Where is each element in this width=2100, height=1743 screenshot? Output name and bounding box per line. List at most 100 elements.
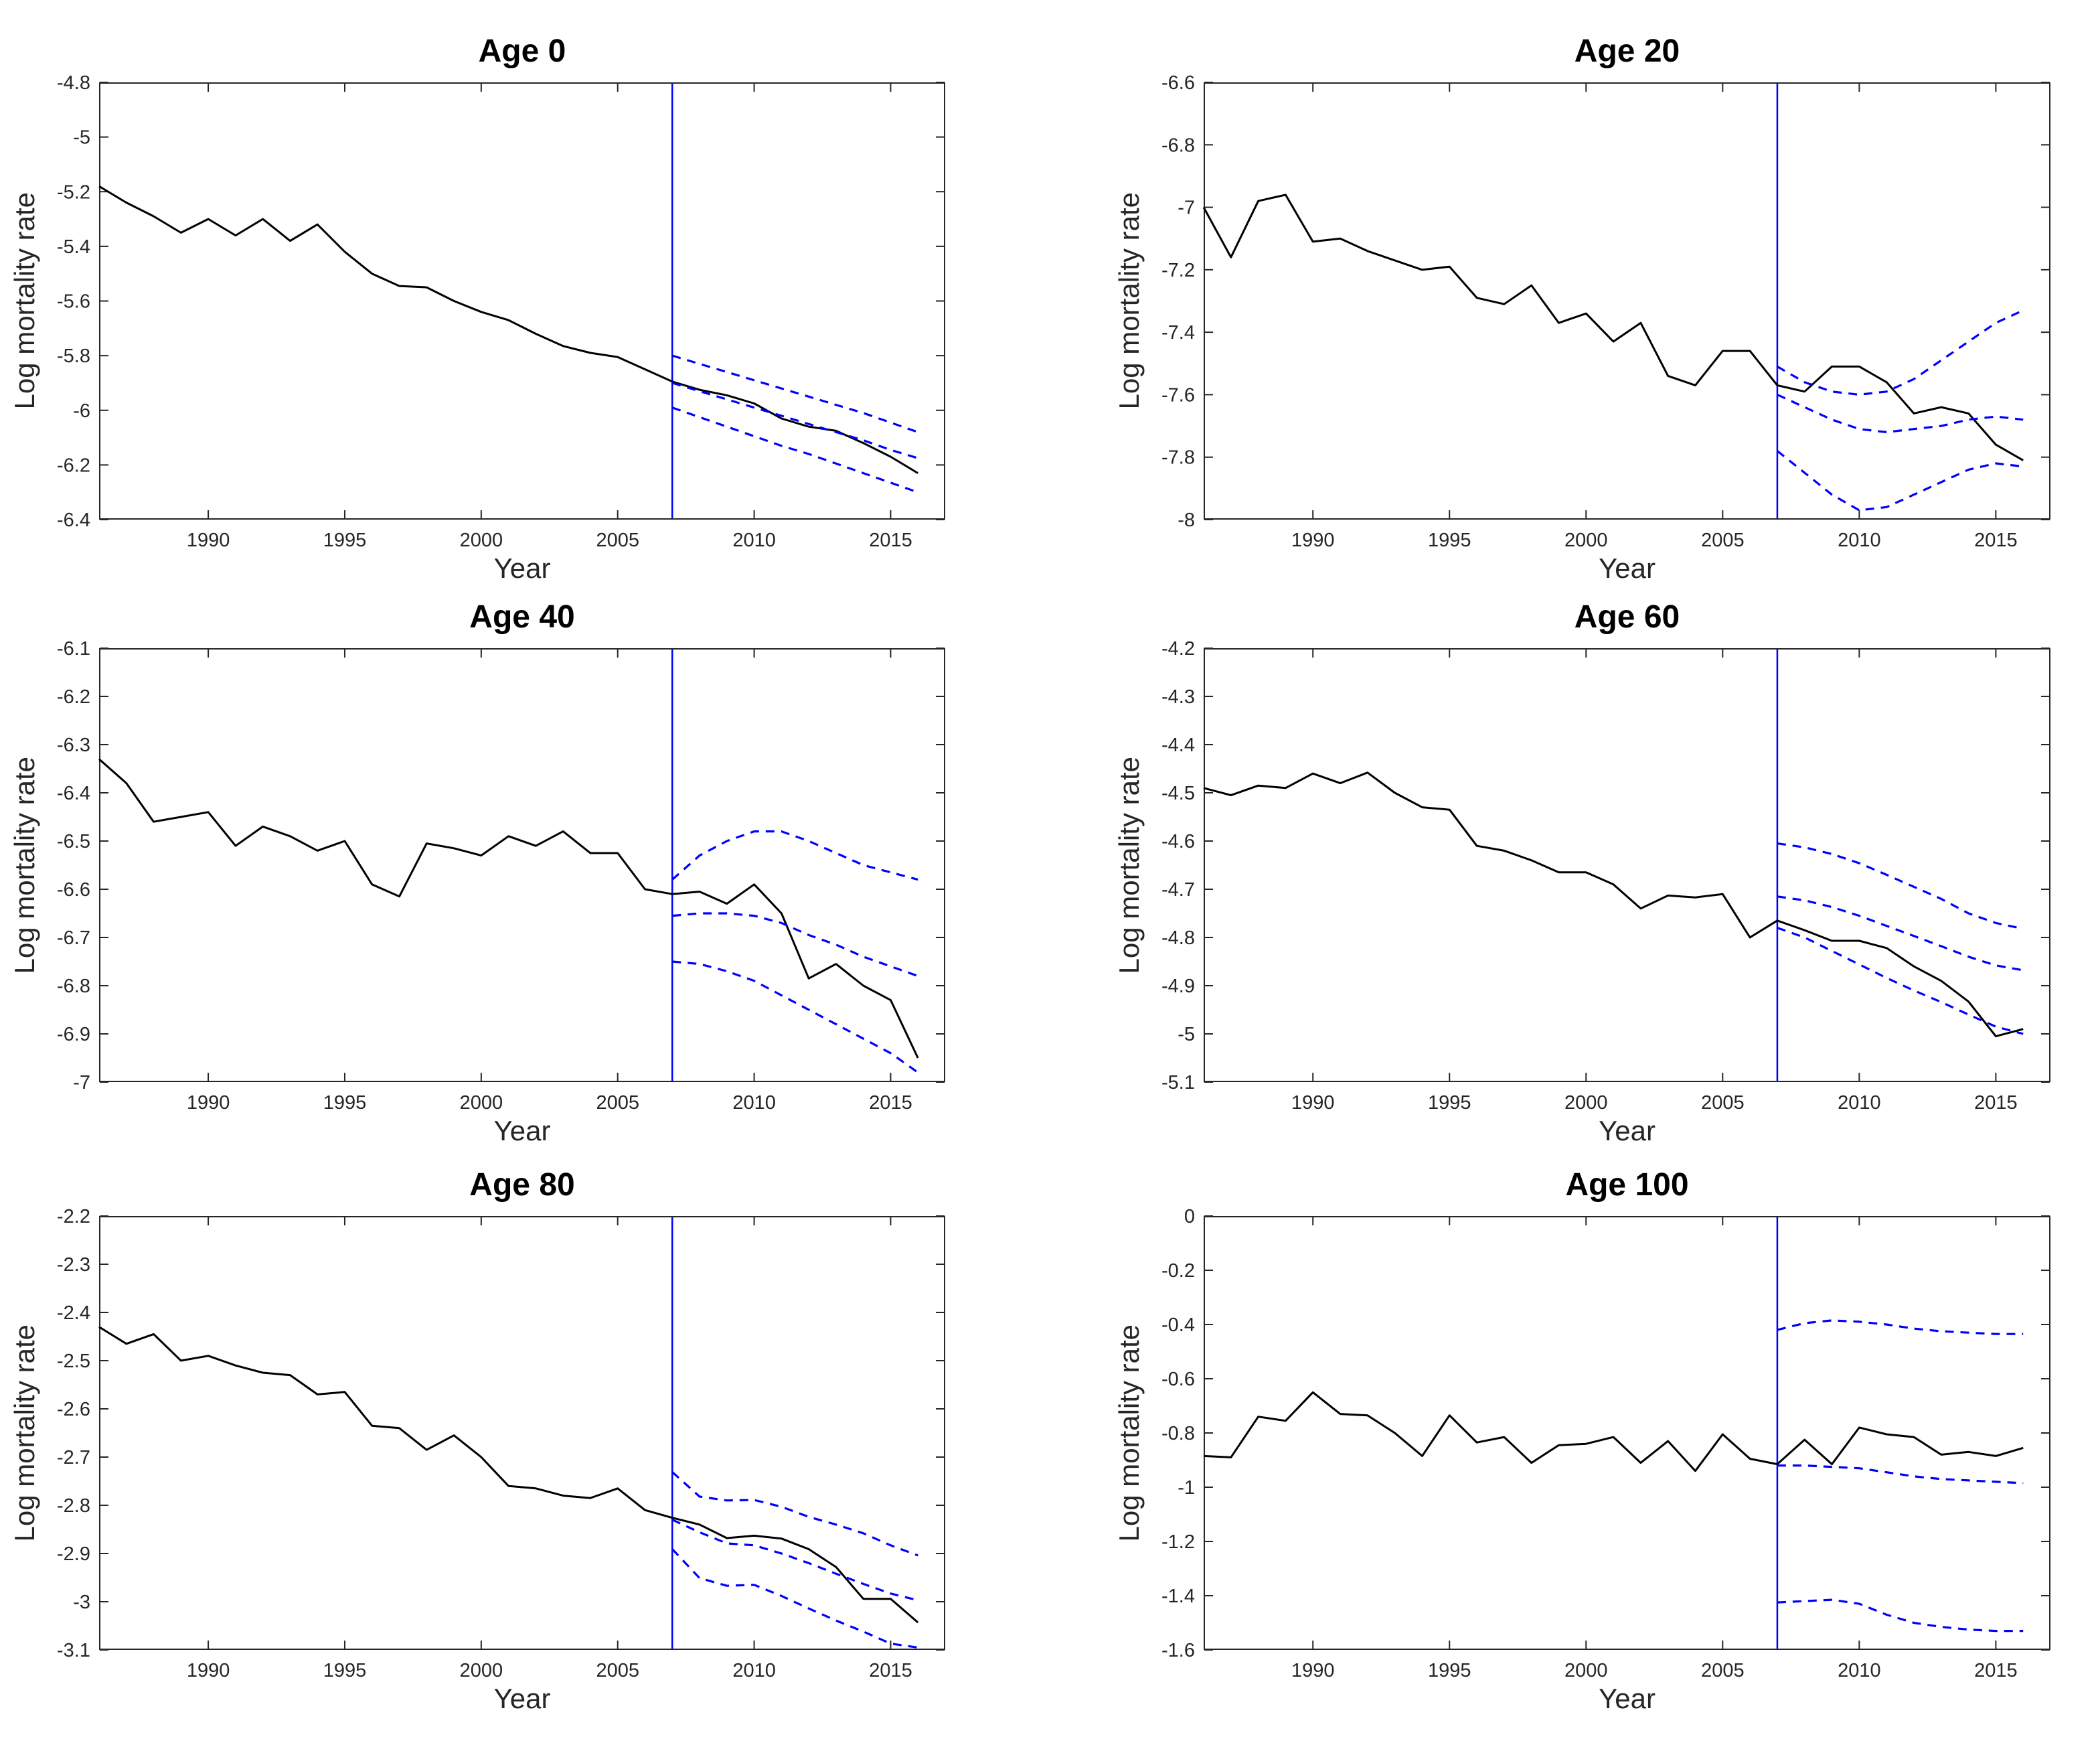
x-tick-label: 2005 (596, 1660, 639, 1681)
y-axis-label-container: Log mortality rate (1111, 1216, 1147, 1650)
y-tick-label: -1.2 (1161, 1531, 1195, 1553)
forecast-central-line (1777, 1464, 2024, 1485)
forecast-central-line (671, 382, 918, 459)
y-axis-label: Log mortality rate (9, 1324, 40, 1542)
subplot-age-80: Age 80 Log mortality rate 1990 1995 2000 20… (9, 1169, 945, 1713)
x-tick-label: 1995 (323, 1092, 367, 1114)
plot-area: 1990 1995 2000 2005 2010 2015 -5.1 -5 -4.9 -4.8 -4… (1161, 638, 2050, 1114)
y-tick-label: -1.4 (1161, 1586, 1195, 1607)
y-tick-label: -7 (73, 1072, 90, 1093)
x-tick-label: 1995 (1428, 530, 1471, 551)
x-tick-label: 2005 (1701, 1092, 1745, 1114)
forecast-upper-line (671, 830, 918, 881)
x-axis-label: Year (493, 1683, 551, 1714)
observed-line (98, 758, 919, 1059)
subplot-age-60: Age 60 Log mortality rate 1990 1995 2000 20… (1113, 601, 2050, 1145)
forecast-central-line (1777, 393, 2024, 434)
plot-area: 1990 1995 2000 2005 2010 2015 -8 -7.8 -7.6 -7.4 -7… (1161, 72, 2050, 551)
y-tick-label: -8 (1178, 510, 1195, 531)
y-axis-label-container: Log mortality rate (1111, 648, 1147, 1082)
x-tick-label: 2010 (1838, 1660, 1881, 1681)
y-tick-label: -4.4 (1161, 735, 1195, 756)
x-tick-label: 2005 (1701, 1660, 1745, 1681)
subplot-age-100: Age 100 Log mortality rate 1990 1995 2000 2… (1113, 1169, 2050, 1713)
forecast-upper-line (1777, 842, 2024, 930)
x-tick-label: 2005 (596, 530, 639, 551)
y-tick-label: -5 (73, 127, 90, 149)
x-tick-label: 2000 (1564, 1092, 1608, 1114)
x-tick-label: 1990 (187, 530, 230, 551)
chart-title: Age 60 (1574, 599, 1680, 635)
forecast-lower-line (672, 960, 919, 1073)
observed-line (98, 1326, 919, 1624)
y-tick-label: -4.8 (57, 72, 90, 94)
y-tick-label: 0 (1184, 1206, 1195, 1227)
y-tick-label: -6.3 (57, 735, 90, 756)
x-tick-label: 1995 (1428, 1660, 1471, 1681)
x-tick-label: 1990 (1291, 1092, 1335, 1114)
y-tick-label: -6 (73, 400, 90, 422)
y-tick-label: -4.5 (1161, 783, 1195, 804)
y-tick-label: -2.6 (57, 1399, 90, 1420)
subplot-age-40: Age 40 Log mortality rate 1990 1995 2000 20… (9, 601, 945, 1145)
chart-title: Age 100 (1565, 1167, 1689, 1203)
forecast-central-line (672, 912, 918, 978)
y-tick-label: -2.9 (57, 1543, 90, 1565)
x-tick-label: 2005 (596, 1092, 639, 1114)
x-axis-label: Year (1599, 1683, 1655, 1714)
y-tick-label: -7.4 (1161, 322, 1195, 344)
y-axis-label: Log mortality rate (1113, 756, 1145, 974)
y-tick-label: -6.4 (57, 783, 90, 804)
y-tick-label: -5.1 (1161, 1072, 1195, 1093)
x-tick-label: 2010 (1838, 530, 1881, 551)
forecast-central-line (671, 1519, 918, 1602)
x-tick-label: 2015 (869, 530, 912, 551)
x-axis-label: Year (1599, 1115, 1655, 1146)
x-tick-label: 2015 (1974, 1660, 2018, 1681)
forecast-upper-line (1777, 309, 2024, 396)
y-tick-label: -5.4 (57, 236, 90, 258)
y-tick-label: -6.5 (57, 831, 90, 852)
y-axis-label: Log mortality rate (1113, 192, 1145, 410)
y-tick-label: -7.6 (1161, 384, 1195, 406)
chart-title: Age 0 (478, 33, 566, 69)
observed-line (1203, 1391, 2024, 1472)
axes-box (99, 1216, 945, 1650)
y-axis-label: Log mortality rate (9, 756, 40, 974)
y-tick-label: -6.6 (1161, 72, 1195, 94)
y-tick-label: -4.3 (1161, 686, 1195, 708)
y-tick-label: -4.9 (1161, 976, 1195, 997)
observed-line (1202, 194, 2024, 461)
x-tick-label: 2015 (869, 1660, 912, 1681)
x-tick-label: 2010 (732, 1660, 776, 1681)
y-tick-label: -3.1 (57, 1640, 90, 1661)
axes-box (99, 648, 945, 1082)
y-tick-label: -2.3 (57, 1254, 90, 1276)
forecast-lower-line (671, 406, 918, 494)
y-tick-label: -5 (1178, 1024, 1195, 1045)
y-tick-label: -0.6 (1161, 1369, 1195, 1390)
x-tick-label: 2010 (732, 530, 776, 551)
y-tick-label: -6.8 (1161, 135, 1195, 156)
y-axis-label: Log mortality rate (1113, 1324, 1145, 1542)
x-tick-label: 1990 (1291, 1660, 1335, 1681)
y-tick-label: -4.2 (1161, 638, 1195, 660)
forecast-lower-line (1777, 927, 2024, 1035)
chart-title: Age 40 (469, 599, 575, 635)
forecast-lower-line (1776, 450, 2024, 512)
y-tick-label: -3 (73, 1592, 90, 1613)
x-tick-label: 2000 (460, 1660, 503, 1681)
y-tick-label: -4.7 (1161, 879, 1195, 901)
forecast-lower-line (671, 1548, 918, 1649)
plot-area: 1990 1995 2000 2005 2010 2015 -1.6 -1.4 -1.2 -1 -0… (1161, 1206, 2050, 1681)
y-tick-label: -4.8 (1161, 927, 1195, 949)
x-tick-label: 1995 (323, 1660, 367, 1681)
y-tick-label: -5.2 (57, 181, 90, 203)
plot-area: 1990 1995 2000 2005 2010 2015 -3.1 -3 -2.9 -2.8 -2… (57, 1206, 945, 1681)
y-tick-label: -2.8 (57, 1495, 90, 1517)
y-tick-label: -1.6 (1161, 1640, 1195, 1661)
y-tick-label: -6.7 (57, 927, 90, 949)
y-tick-label: -2.5 (57, 1351, 90, 1372)
axes-box (1204, 82, 2050, 520)
